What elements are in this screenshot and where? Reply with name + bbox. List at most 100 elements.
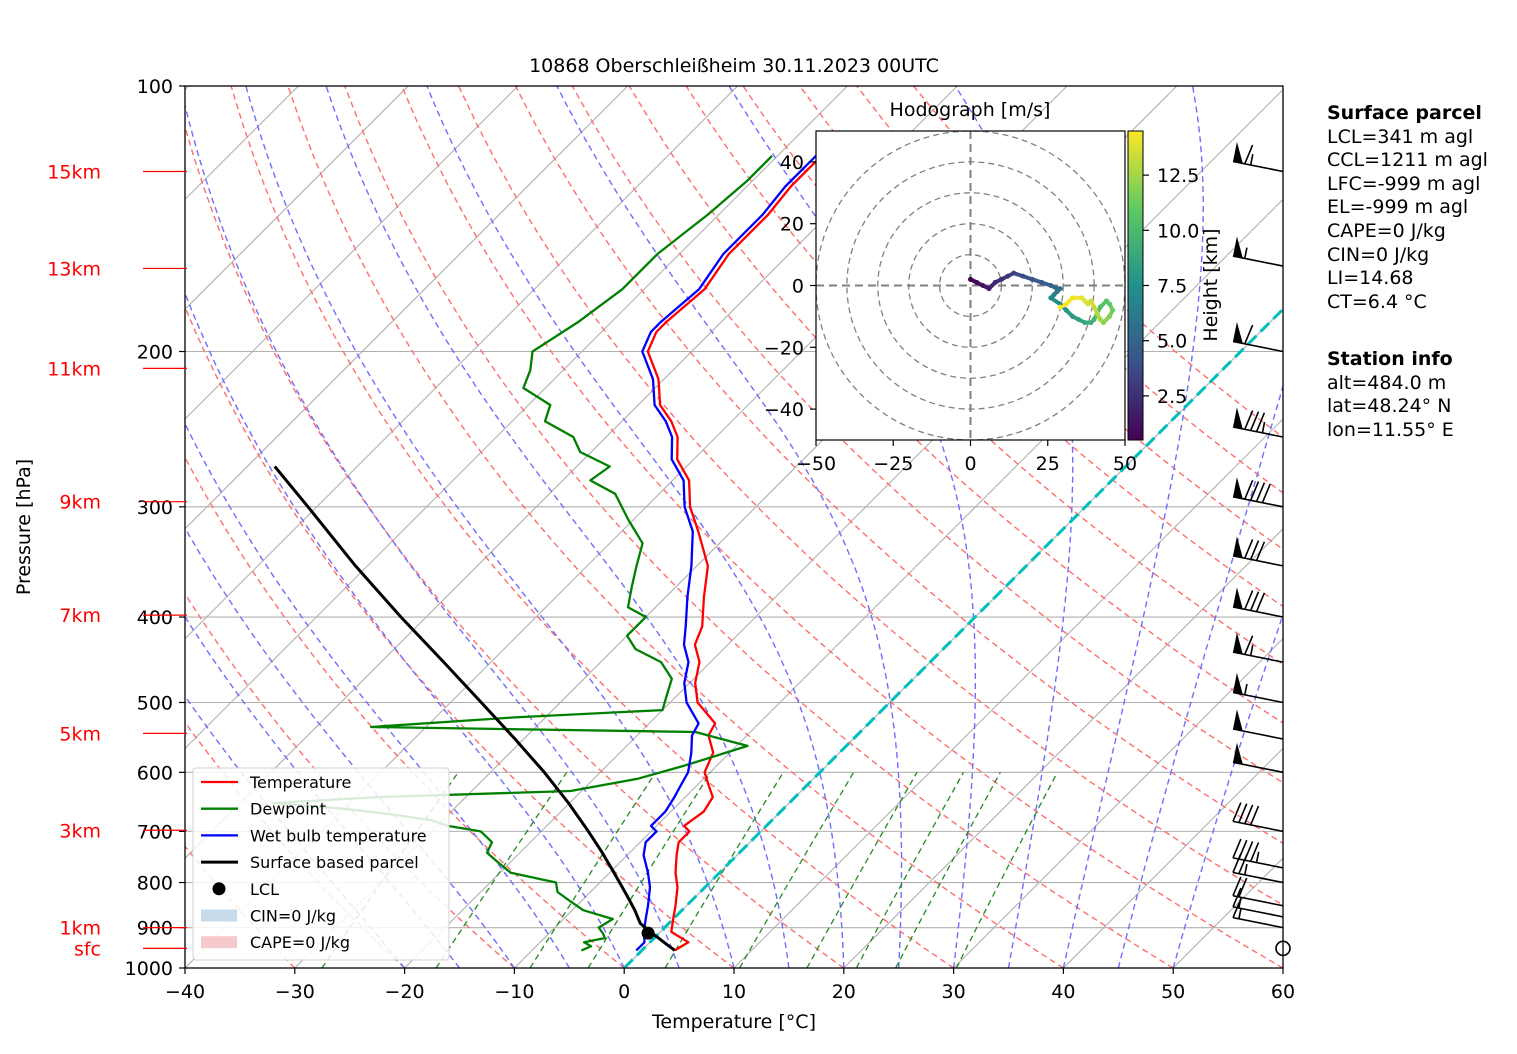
hodograph-point xyxy=(1088,320,1094,326)
dry-adiabat-line xyxy=(287,86,1064,968)
dry-adiabat-line xyxy=(856,86,1283,494)
y-tick-label: 400 xyxy=(137,607,173,629)
wind-barb-feather xyxy=(1232,887,1242,908)
moist-adiabat-line xyxy=(325,86,790,968)
wind-barb xyxy=(1232,802,1284,833)
wind-barb-half-feather xyxy=(1249,644,1254,656)
wind-barb-feather xyxy=(1244,804,1254,825)
isotherm-line xyxy=(514,198,1283,968)
wind-barb-half-feather xyxy=(1243,863,1248,876)
wind-barb-flag xyxy=(1233,141,1243,164)
wind-barb-staff xyxy=(1232,906,1284,918)
hodograph-point xyxy=(1069,313,1075,319)
dry-adiabat-line xyxy=(344,86,1174,968)
colorbar-tick-label: 10.0 xyxy=(1157,220,1199,242)
hodograph-point xyxy=(1063,307,1069,313)
wind-barb-feather xyxy=(1244,144,1254,165)
isotherm-line xyxy=(1063,747,1283,968)
mixing-ratio-line xyxy=(435,771,568,968)
legend-entry: Wet bulb temperature xyxy=(250,826,427,845)
parcel-ccl: CCL=1211 m agl xyxy=(1327,149,1488,172)
legend-entry: CAPE=0 J/kg xyxy=(250,933,350,952)
mixing-ratio-line xyxy=(895,771,1001,968)
hodograph-y-tick-label: 0 xyxy=(792,276,804,298)
x-axis-ticks: −40 −30 −20 −10 0 10 20 30 40 50 60 xyxy=(165,968,1295,1003)
surface-parcel-heading: Surface parcel xyxy=(1327,102,1482,124)
hodograph-point xyxy=(986,286,992,292)
wind-barb-feather xyxy=(1249,481,1260,501)
wind-barb-half-feather xyxy=(1238,897,1242,909)
y-tick-label: 600 xyxy=(137,762,173,784)
dry-adiabat-line xyxy=(401,86,1283,968)
x-tick-label: −20 xyxy=(385,981,425,1003)
hodograph-title: Hodograph [m/s] xyxy=(890,99,1051,121)
wind-barb-staff xyxy=(1232,871,1284,884)
hodograph-y-tick-label: 40 xyxy=(780,152,804,174)
isotherm-line xyxy=(185,86,409,310)
hodograph-point xyxy=(1091,304,1097,310)
wind-barb xyxy=(1232,709,1284,740)
legend-entry: LCL xyxy=(250,880,279,899)
moist-adiabat-line xyxy=(1062,86,1204,968)
wind-barb xyxy=(1232,838,1284,869)
moist-adiabat-line xyxy=(556,86,903,968)
x-tick-label: 60 xyxy=(1271,981,1295,1003)
legend-swatch xyxy=(201,909,237,922)
y-tick-label: 100 xyxy=(137,76,173,98)
y-tick-label: 200 xyxy=(137,342,173,364)
series-dewpoint xyxy=(272,154,773,952)
height-label: 7km xyxy=(59,605,101,627)
wind-barb-feather xyxy=(1249,805,1260,826)
wind-barb-flag xyxy=(1233,672,1243,695)
wind-barb-feather xyxy=(1232,838,1242,859)
wind-barb xyxy=(1232,887,1284,918)
colorbar-label: Height [km] xyxy=(1200,228,1222,341)
y-tick-label: 700 xyxy=(137,821,173,843)
wind-barb-feather xyxy=(1244,480,1254,500)
hodograph-point xyxy=(1011,270,1017,276)
wind-barb-feather xyxy=(1238,839,1248,860)
hodograph-y-tick-label: 20 xyxy=(780,214,804,236)
wind-barb xyxy=(1232,407,1284,438)
wind-barb xyxy=(1232,876,1284,907)
wind-barb xyxy=(1232,587,1284,618)
wind-barb-feather xyxy=(1238,803,1248,823)
dry-adiabat-line xyxy=(185,124,845,968)
hodograph-point xyxy=(1110,307,1116,313)
wind-barb-flag xyxy=(1233,632,1243,655)
x-tick-label: 50 xyxy=(1161,981,1185,1003)
lcl-marker xyxy=(641,926,655,940)
moist-adiabat-line xyxy=(1172,612,1283,968)
dry-adiabat-line xyxy=(185,305,735,968)
x-tick-label: 30 xyxy=(942,981,966,1003)
wind-barb-feather xyxy=(1238,877,1248,898)
hodograph-point xyxy=(980,283,986,288)
wind-barb-flag xyxy=(1233,709,1243,731)
legend-entry: Surface based parcel xyxy=(250,853,419,872)
series-temperature xyxy=(646,154,823,952)
wind-barb-feather xyxy=(1255,592,1266,613)
wind-barb-feather xyxy=(1244,324,1254,345)
legend-entry: CIN=0 J/kg xyxy=(250,907,336,926)
moist-adiabat-line xyxy=(185,291,625,968)
hodograph-point xyxy=(1094,310,1100,316)
isotherm-line xyxy=(185,86,848,750)
height-label: 13km xyxy=(47,258,101,280)
wind-barb-staff xyxy=(1232,916,1284,929)
hodograph-point xyxy=(1057,304,1063,310)
hodograph-point xyxy=(1048,295,1054,301)
hodograph-point xyxy=(974,279,980,285)
hodograph-x-tick-label: 50 xyxy=(1113,453,1137,475)
wind-barb-feather xyxy=(1244,539,1254,559)
y-tick-label: 500 xyxy=(137,692,173,714)
station-info-panel: Station info alt=484.0 m lat=48.24° N lo… xyxy=(1327,348,1454,442)
x-tick-label: −30 xyxy=(275,981,315,1003)
colorbar-tick-label: 7.5 xyxy=(1157,276,1187,298)
wind-barb-feather xyxy=(1232,802,1242,822)
hodograph-point xyxy=(1088,298,1094,304)
wind-barb-feather xyxy=(1244,841,1254,861)
wind-barb-staff xyxy=(1232,820,1284,833)
moist-adiabat-line xyxy=(426,86,845,968)
hodograph: Hodograph [m/s] −50 −25 0 25 50 40 20 0 −20 −40 1… xyxy=(764,99,1222,475)
